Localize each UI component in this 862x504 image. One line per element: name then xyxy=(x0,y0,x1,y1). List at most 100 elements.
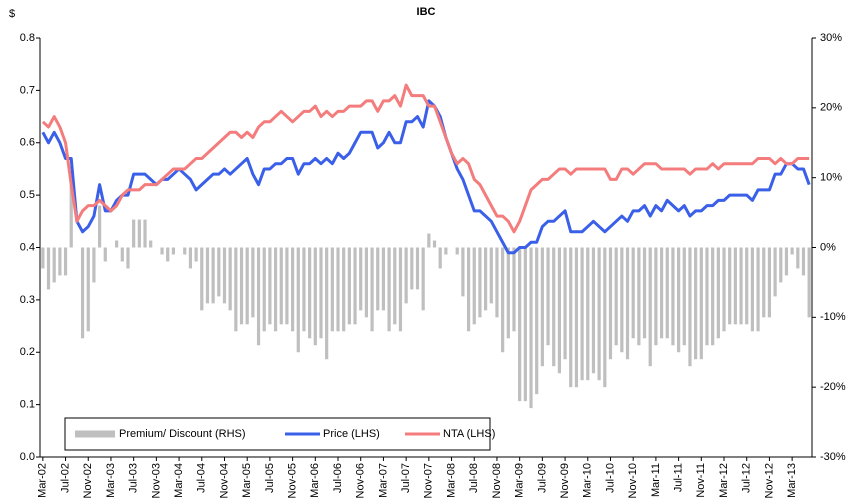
bar xyxy=(472,247,476,325)
bar xyxy=(256,247,261,346)
x-tick-label: Mar-05 xyxy=(241,463,253,498)
bar xyxy=(518,247,522,402)
x-tick-label: Mar-03 xyxy=(105,463,117,498)
x-tick-label: Nov-08 xyxy=(491,463,503,498)
x-tick-label: Jul-08 xyxy=(468,463,480,493)
bar xyxy=(694,247,698,360)
bar xyxy=(756,247,760,332)
bar xyxy=(166,247,170,262)
bar xyxy=(359,247,363,311)
y-tick-label: 0.6 xyxy=(20,137,35,149)
bar xyxy=(563,247,567,360)
bar xyxy=(336,247,340,332)
bar xyxy=(739,247,743,325)
bar xyxy=(711,247,715,346)
bar xyxy=(63,247,68,276)
bar xyxy=(143,219,147,248)
bar xyxy=(580,247,584,381)
bar xyxy=(217,247,221,297)
legend-label: Price (LHS) xyxy=(323,428,380,440)
bar xyxy=(750,247,754,332)
bar xyxy=(484,247,488,311)
bar xyxy=(251,247,255,318)
bar xyxy=(773,247,777,297)
x-tick-label: Jul-03 xyxy=(128,463,140,493)
bar xyxy=(478,247,482,318)
bar xyxy=(535,247,539,395)
bar xyxy=(779,247,783,283)
bar xyxy=(654,247,658,346)
bar xyxy=(353,247,357,325)
y-tick-label: 0.3 xyxy=(20,294,35,306)
bar xyxy=(614,247,618,346)
bar xyxy=(262,247,266,332)
x-tick-label: Mar-13 xyxy=(786,463,798,498)
bar xyxy=(597,247,601,381)
line xyxy=(41,99,811,255)
bar xyxy=(149,240,153,248)
bar xyxy=(342,247,346,332)
bar xyxy=(427,233,431,248)
bar xyxy=(688,247,692,367)
legend-label: NTA (LHS) xyxy=(443,428,495,440)
x-tick-label: Mar-08 xyxy=(445,463,457,498)
bar xyxy=(205,247,210,304)
x-tick-label: Nov-03 xyxy=(150,463,162,498)
legend-label: Premium/ Discount (RHS) xyxy=(119,428,246,440)
bar xyxy=(784,247,789,276)
bar xyxy=(302,247,306,332)
bar xyxy=(552,247,556,367)
bar xyxy=(200,247,204,311)
bar xyxy=(126,247,130,269)
y-tick-label: 0.7 xyxy=(20,84,35,96)
x-tick-label: Jul-04 xyxy=(196,463,208,493)
x-tick-label: Nov-07 xyxy=(423,463,435,498)
bar xyxy=(665,247,669,339)
bar xyxy=(767,247,772,318)
bar xyxy=(330,247,334,332)
y-tick-label: 0.2 xyxy=(20,346,35,358)
bar xyxy=(540,247,544,367)
bar xyxy=(574,247,579,388)
bar xyxy=(381,247,386,311)
bar xyxy=(733,247,737,325)
y2-tick-label: -30% xyxy=(820,451,846,463)
bar xyxy=(325,247,329,360)
x-tick-label: Jul-06 xyxy=(332,463,344,493)
bar xyxy=(546,247,550,346)
x-tick-label: Nov-04 xyxy=(218,463,230,498)
bar xyxy=(194,247,198,262)
bar xyxy=(557,247,561,374)
bar xyxy=(115,240,119,248)
bar xyxy=(671,247,675,346)
bar xyxy=(393,247,397,325)
bar xyxy=(387,247,391,332)
y-tick-label: 0.1 xyxy=(20,399,35,411)
bar xyxy=(699,247,703,360)
x-tick-label: Mar-12 xyxy=(718,463,730,498)
bar xyxy=(421,247,425,311)
bar xyxy=(308,247,312,339)
bar xyxy=(347,247,351,325)
x-tick-label: Nov-05 xyxy=(287,463,299,498)
bar xyxy=(285,247,289,325)
bar xyxy=(648,247,652,367)
bar xyxy=(495,247,499,318)
x-tick-label: Nov-09 xyxy=(559,463,571,498)
bar xyxy=(98,205,102,248)
bar xyxy=(591,247,596,374)
bar xyxy=(69,177,73,248)
legend-swatch xyxy=(75,430,115,438)
bar xyxy=(728,247,732,325)
bar xyxy=(415,247,420,290)
x-tick-label: Nov-06 xyxy=(355,463,367,498)
bar xyxy=(410,247,414,290)
bar xyxy=(222,247,227,304)
bar xyxy=(171,247,175,255)
bar xyxy=(398,247,403,332)
bar xyxy=(58,247,62,276)
bar xyxy=(376,247,380,311)
bar xyxy=(642,247,647,339)
